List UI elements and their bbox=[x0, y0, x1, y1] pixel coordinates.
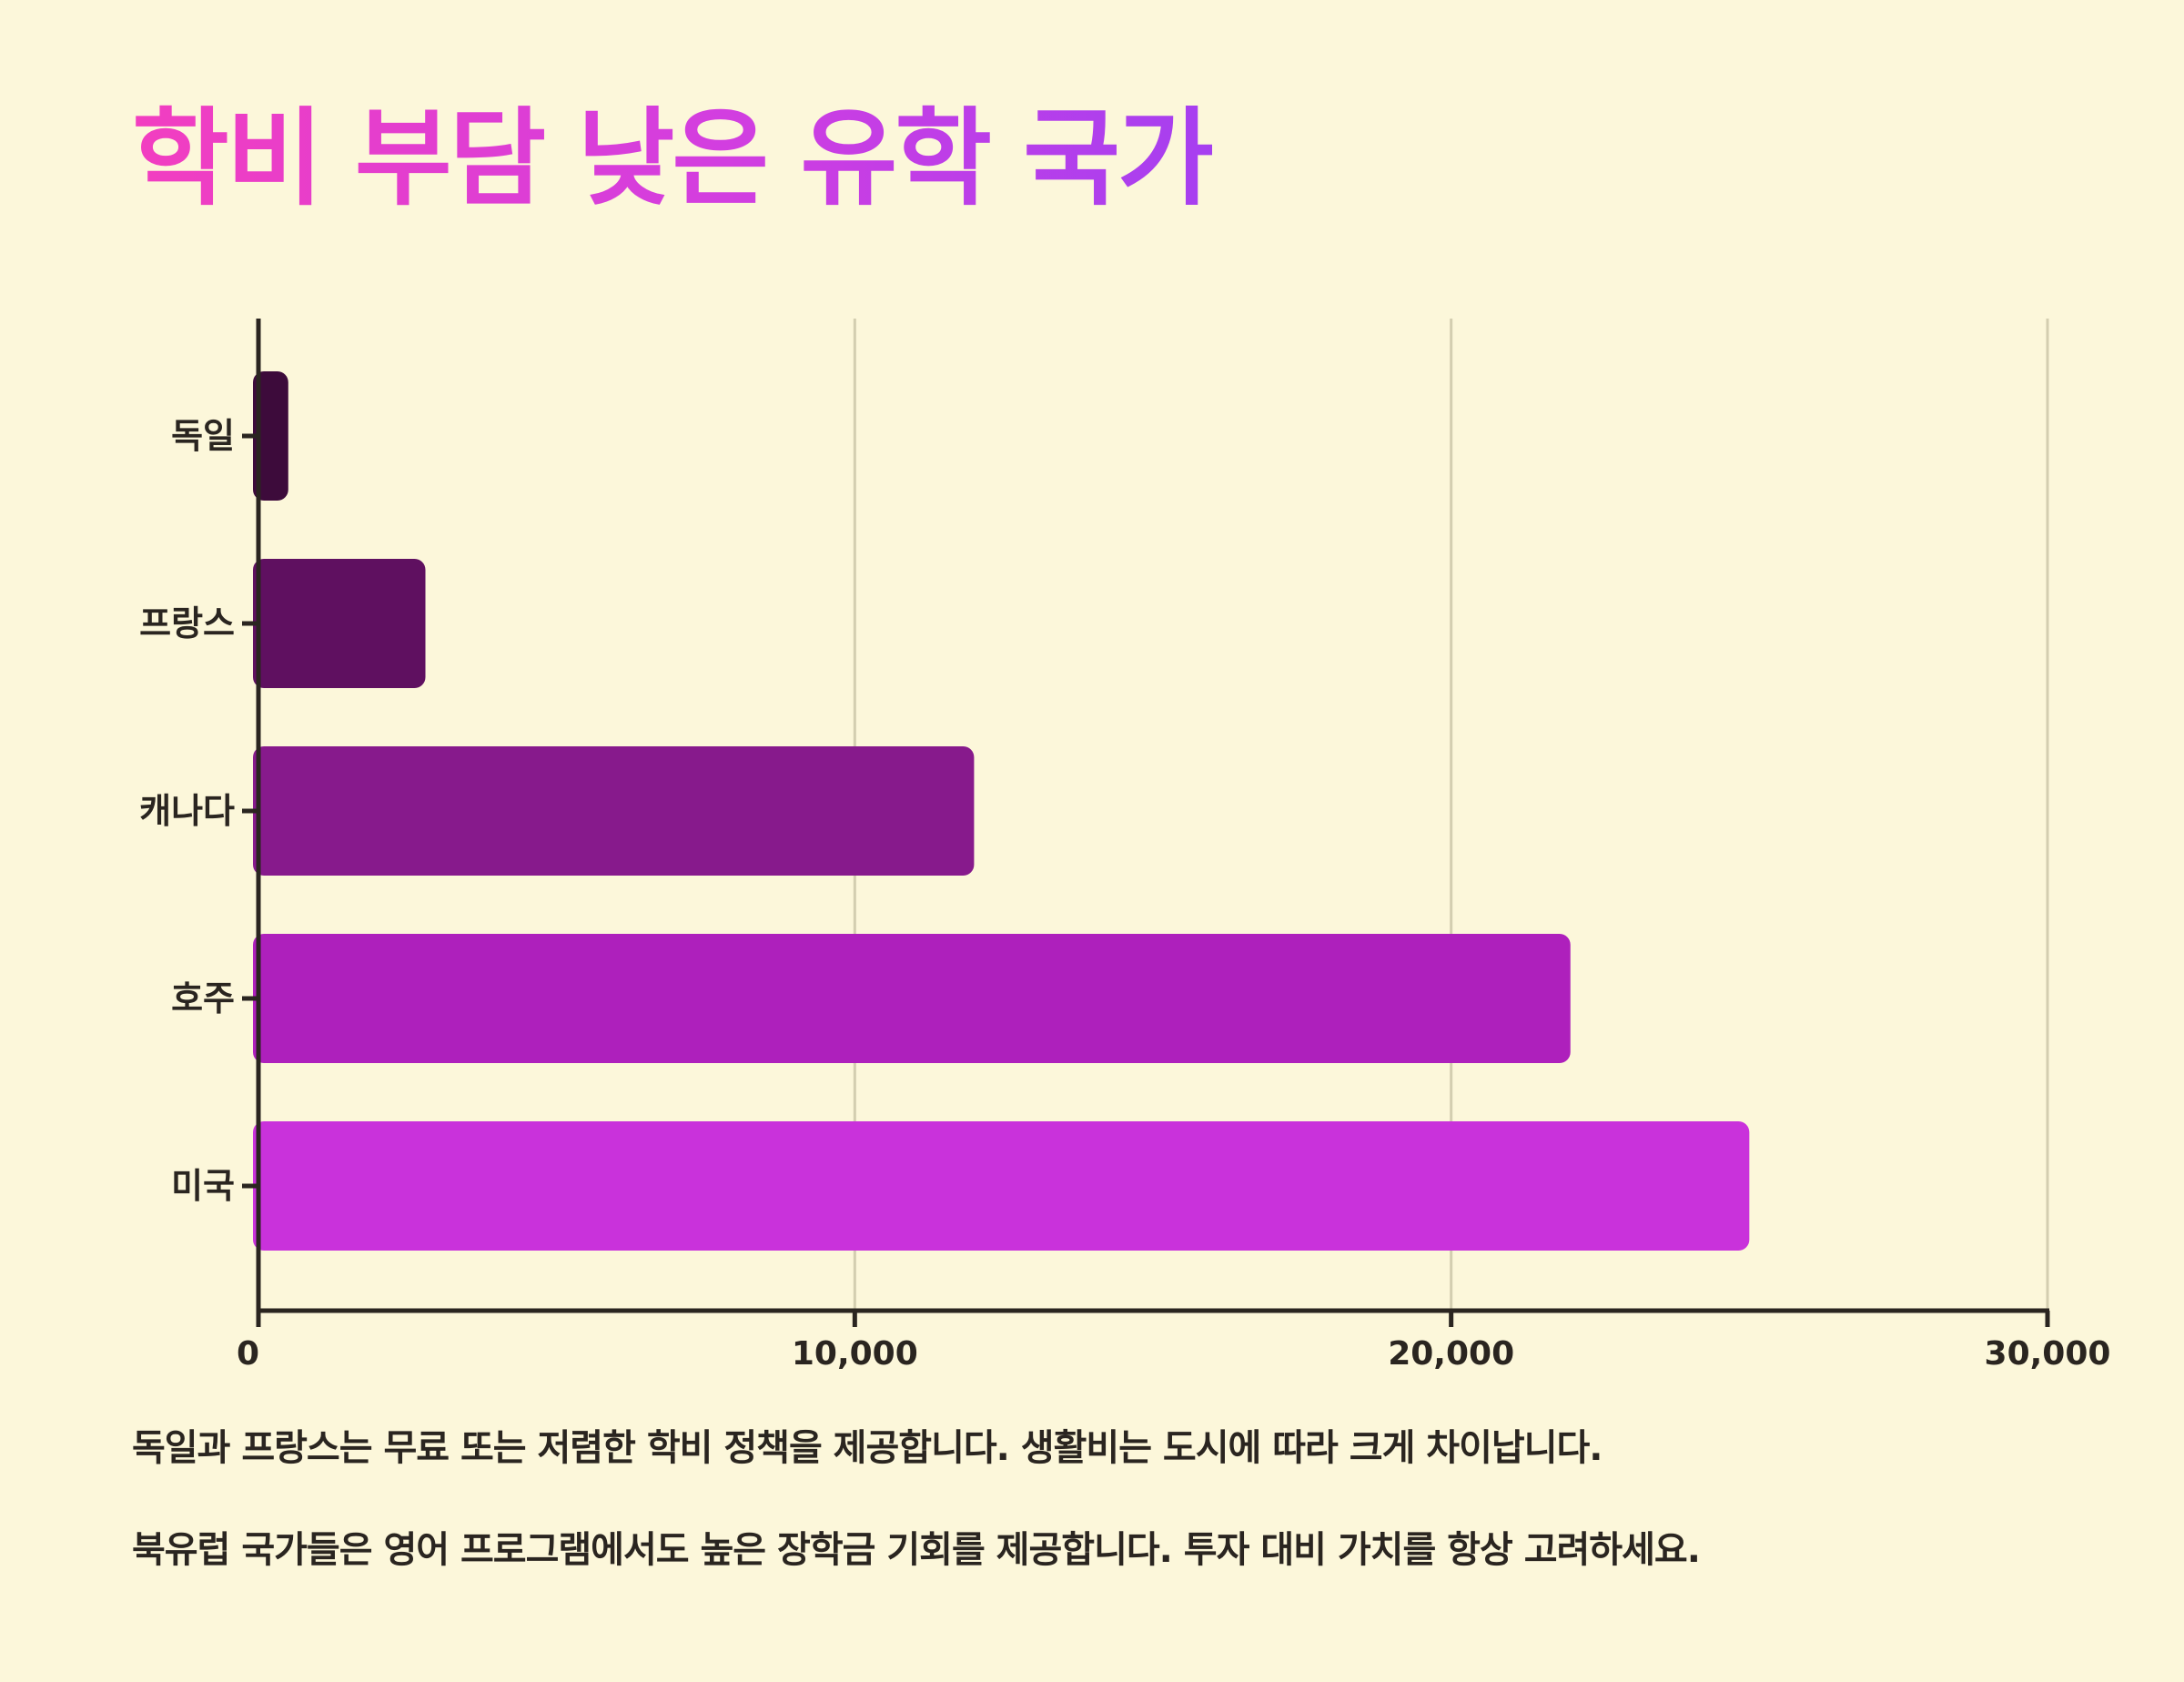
y-tick-label-0: 독일 bbox=[171, 416, 235, 456]
x-tick-label-2: 20,000 bbox=[1388, 1335, 1514, 1373]
footnote-1: 독일과 프랑스는 무료 또는 저렴한 학비 정책을 제공합니다. 생활비는 도시… bbox=[132, 1427, 1603, 1469]
bar-2 bbox=[253, 746, 975, 876]
bar-3 bbox=[253, 934, 1571, 1063]
y-tick-label-4: 미국 bbox=[171, 1166, 235, 1206]
footnote-2: 북유럽 국가들은 영어 프로그램에서도 높은 장학금 기회를 제공합니다. 투자… bbox=[132, 1529, 1701, 1571]
chart-title: 학비 부담 낮은 유학 국가 bbox=[132, 96, 1215, 222]
bar-4 bbox=[253, 1121, 1750, 1251]
y-tick-label-2: 캐나다 bbox=[139, 791, 235, 831]
bar-1 bbox=[253, 559, 426, 688]
x-tick-label-3: 30,000 bbox=[1985, 1335, 2111, 1373]
y-tick-label-3: 호주 bbox=[171, 978, 235, 1018]
y-tick-label-1: 프랑스 bbox=[139, 603, 235, 643]
x-tick-label-0: 0 bbox=[237, 1335, 259, 1373]
bar-0 bbox=[253, 371, 288, 501]
x-tick-label-1: 10,000 bbox=[792, 1335, 918, 1373]
